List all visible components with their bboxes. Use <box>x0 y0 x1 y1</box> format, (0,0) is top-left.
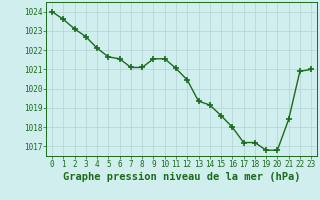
X-axis label: Graphe pression niveau de la mer (hPa): Graphe pression niveau de la mer (hPa) <box>63 172 300 182</box>
